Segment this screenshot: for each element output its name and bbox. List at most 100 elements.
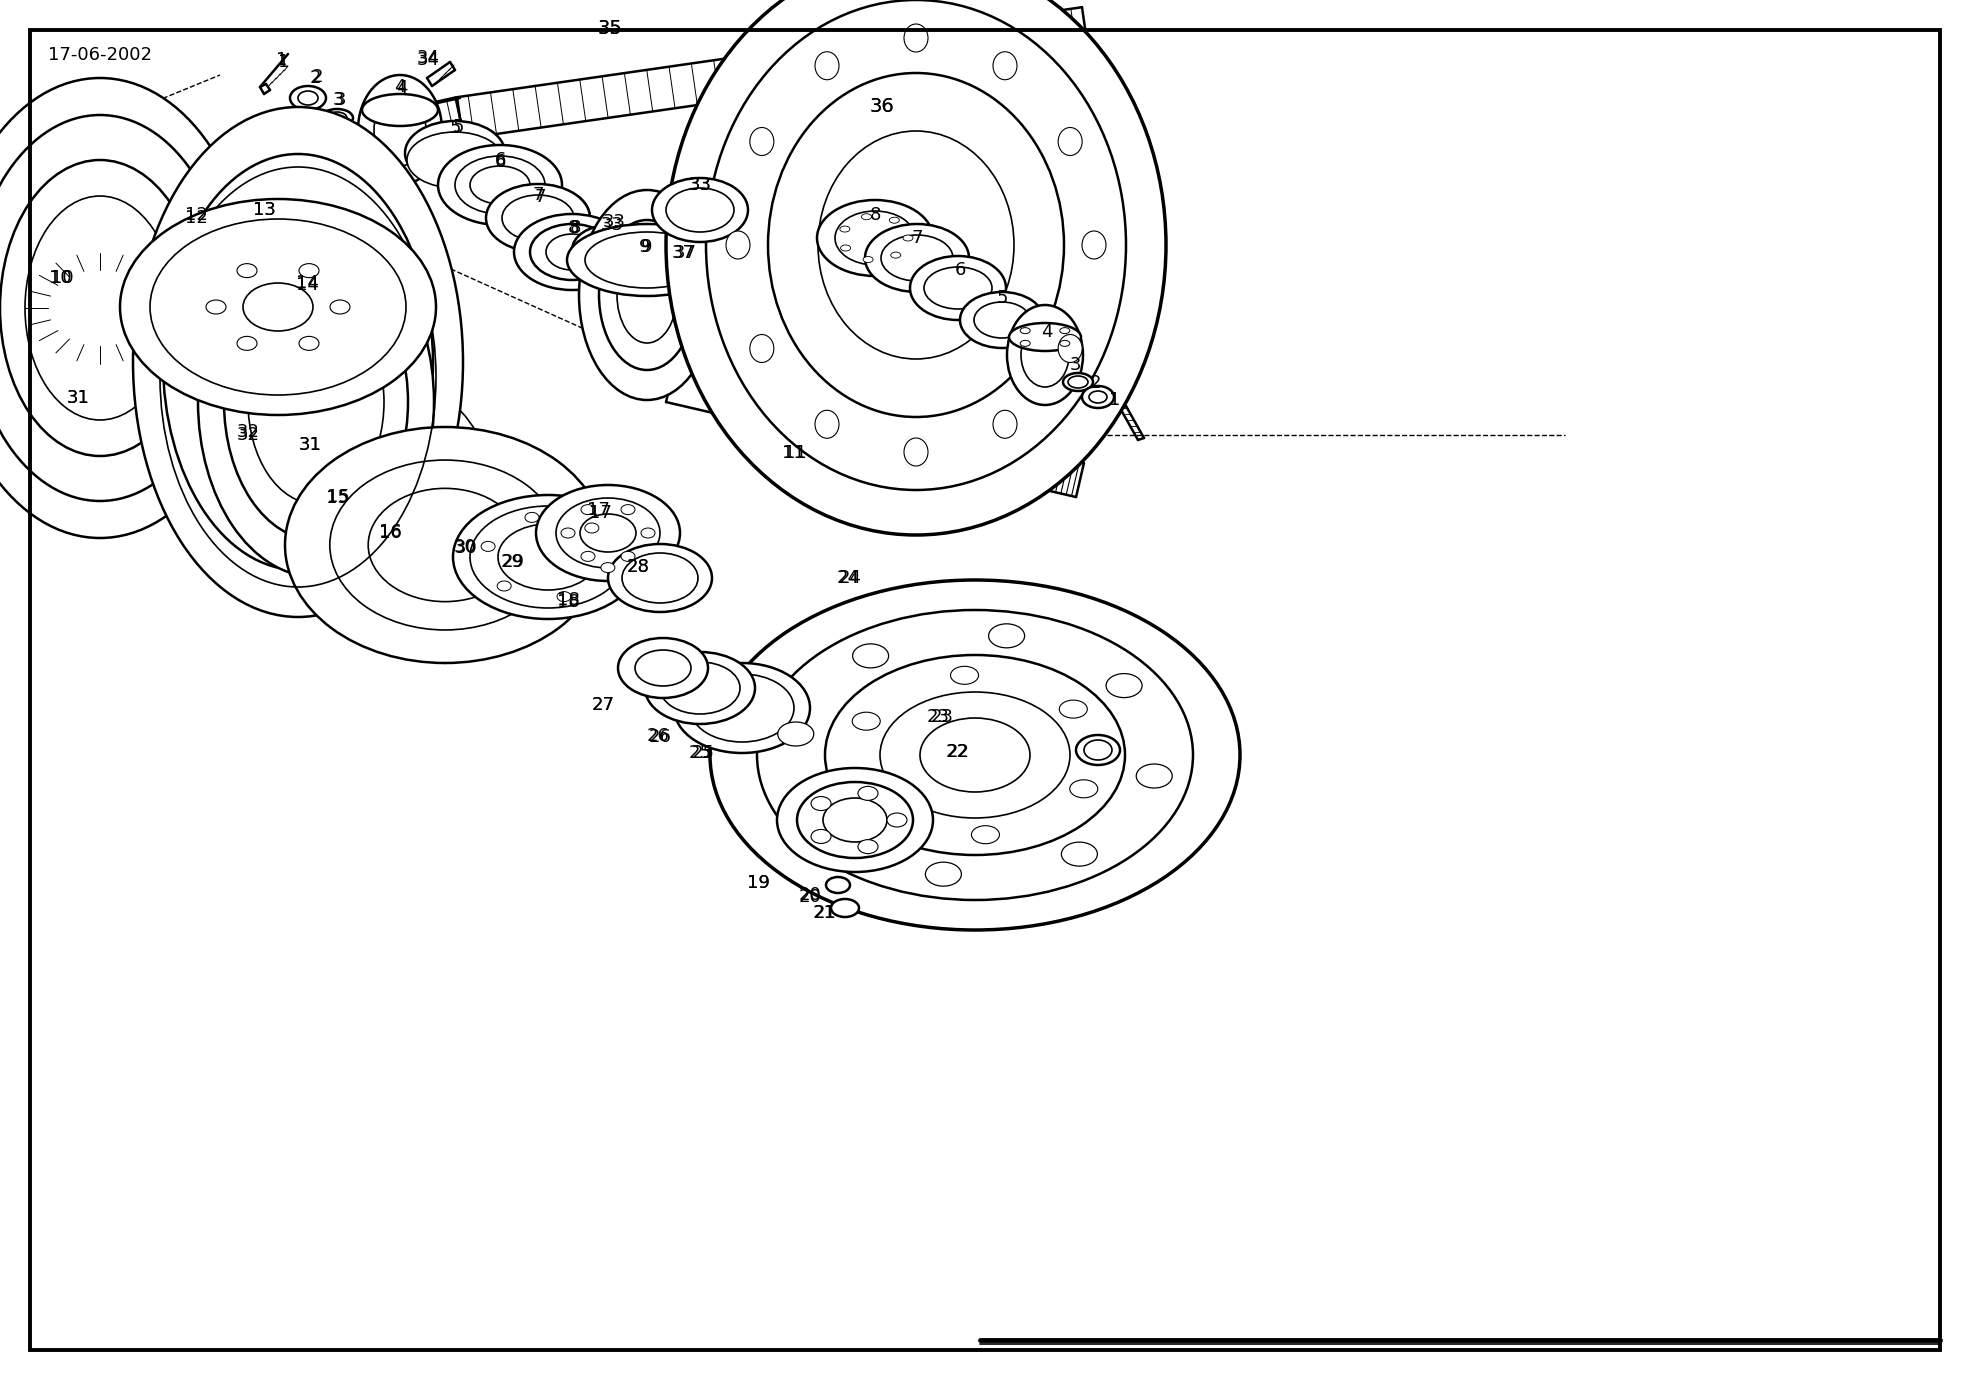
Ellipse shape (557, 592, 570, 602)
Text: 3: 3 (1070, 356, 1080, 374)
Text: 27: 27 (592, 696, 614, 714)
Ellipse shape (525, 512, 539, 523)
Text: 6: 6 (954, 261, 966, 279)
Text: 22: 22 (946, 743, 970, 761)
Ellipse shape (993, 411, 1017, 438)
Text: 6: 6 (494, 153, 506, 171)
Ellipse shape (767, 74, 1064, 417)
Ellipse shape (891, 252, 901, 258)
Text: 30: 30 (454, 540, 478, 558)
Text: 13: 13 (252, 201, 275, 219)
Ellipse shape (600, 221, 694, 370)
Ellipse shape (612, 273, 627, 286)
Ellipse shape (590, 232, 602, 240)
Text: 35: 35 (598, 18, 622, 37)
Ellipse shape (285, 427, 606, 663)
Ellipse shape (498, 581, 511, 591)
Ellipse shape (1076, 735, 1119, 766)
Ellipse shape (572, 225, 647, 275)
Ellipse shape (879, 692, 1070, 818)
Ellipse shape (169, 359, 488, 595)
Text: 12: 12 (185, 207, 207, 223)
Text: 37: 37 (673, 244, 696, 262)
Ellipse shape (600, 563, 616, 573)
Ellipse shape (661, 662, 740, 714)
Text: 5: 5 (448, 119, 460, 137)
Text: 19: 19 (747, 874, 769, 892)
Text: 28: 28 (627, 558, 649, 576)
Text: 26: 26 (647, 727, 669, 745)
Ellipse shape (566, 270, 576, 279)
Text: 12: 12 (185, 209, 207, 227)
Ellipse shape (810, 796, 830, 810)
Ellipse shape (706, 0, 1125, 490)
Ellipse shape (561, 528, 574, 538)
Text: 7: 7 (533, 186, 543, 204)
Ellipse shape (618, 638, 708, 698)
Text: 16: 16 (378, 524, 401, 542)
Ellipse shape (777, 723, 814, 746)
Text: 16: 16 (378, 523, 401, 541)
Ellipse shape (1084, 741, 1111, 760)
Ellipse shape (470, 506, 626, 608)
Ellipse shape (0, 160, 201, 456)
Text: 33: 33 (602, 214, 626, 232)
Ellipse shape (236, 264, 258, 277)
Text: 24: 24 (836, 569, 860, 587)
Ellipse shape (407, 132, 504, 189)
Text: 2: 2 (311, 68, 323, 86)
Ellipse shape (557, 498, 661, 569)
Ellipse shape (826, 877, 850, 893)
Ellipse shape (212, 393, 445, 562)
Ellipse shape (502, 196, 574, 241)
Ellipse shape (580, 552, 594, 562)
Text: 15: 15 (327, 488, 350, 506)
Ellipse shape (905, 438, 928, 466)
Text: 11: 11 (781, 444, 805, 462)
Ellipse shape (374, 114, 386, 122)
Text: 3: 3 (332, 92, 344, 110)
Ellipse shape (547, 234, 598, 270)
Ellipse shape (836, 211, 915, 265)
Ellipse shape (749, 334, 773, 362)
Text: 1: 1 (277, 53, 289, 71)
Ellipse shape (993, 51, 1017, 79)
Ellipse shape (989, 624, 1025, 648)
Ellipse shape (163, 154, 433, 570)
Text: 36: 36 (869, 97, 895, 117)
Ellipse shape (374, 98, 386, 107)
Ellipse shape (911, 257, 1005, 320)
Text: 20: 20 (799, 888, 822, 906)
Ellipse shape (482, 541, 496, 552)
Text: 24: 24 (838, 569, 862, 587)
Ellipse shape (415, 98, 427, 107)
Ellipse shape (667, 273, 683, 286)
Ellipse shape (865, 223, 970, 293)
Ellipse shape (368, 488, 521, 602)
Ellipse shape (207, 300, 226, 313)
Text: 7: 7 (911, 229, 923, 247)
Ellipse shape (651, 178, 747, 241)
Text: 32: 32 (236, 426, 260, 444)
Text: 6: 6 (494, 151, 506, 169)
Ellipse shape (327, 112, 346, 123)
Text: 21: 21 (812, 904, 836, 922)
Text: 34: 34 (417, 49, 439, 67)
Text: 10: 10 (51, 269, 73, 287)
Text: 9: 9 (641, 239, 653, 257)
Ellipse shape (533, 248, 543, 257)
Ellipse shape (1062, 842, 1098, 865)
Ellipse shape (1021, 340, 1031, 347)
Text: 18: 18 (557, 594, 580, 612)
Ellipse shape (960, 293, 1044, 348)
Ellipse shape (777, 768, 932, 872)
Text: 17-06-2002: 17-06-2002 (47, 46, 151, 64)
Text: 22: 22 (946, 743, 968, 761)
Ellipse shape (1137, 764, 1172, 788)
Text: 31: 31 (299, 436, 321, 454)
Ellipse shape (566, 223, 728, 295)
Ellipse shape (1021, 323, 1068, 387)
Text: 8: 8 (869, 207, 881, 223)
Ellipse shape (0, 115, 230, 501)
Ellipse shape (134, 107, 462, 617)
